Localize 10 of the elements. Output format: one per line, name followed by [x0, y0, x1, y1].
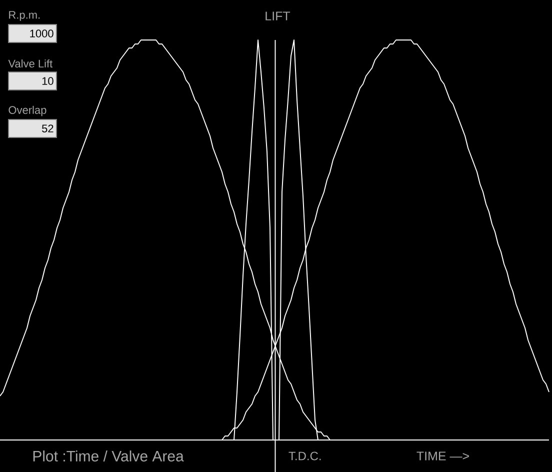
text: T.D.C. — [288, 452, 321, 460]
y-axis-title: LIFT — [266, 12, 290, 20]
annotation: Valve Lift — [8, 59, 53, 68]
annotation: 52 — [42, 124, 54, 132]
text: 1000 — [30, 30, 54, 38]
text: Plot :Time / Valve Area — [33, 450, 184, 462]
text: R.p.m. — [9, 11, 40, 21]
annotation: Overlap — [8, 106, 46, 116]
x-axis-title: TIME —> — [416, 452, 469, 460]
annotation: 10 — [42, 77, 54, 85]
